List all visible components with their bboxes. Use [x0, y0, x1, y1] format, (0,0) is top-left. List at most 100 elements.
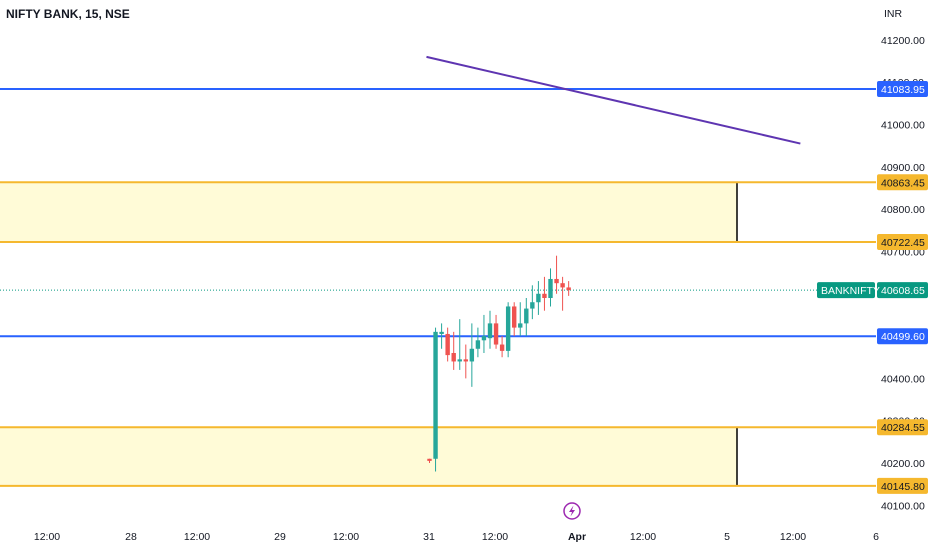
price-label-bg	[877, 233, 928, 250]
time-tick-label: 5	[724, 531, 730, 543]
price-label: 40499.60	[877, 328, 928, 345]
candle	[530, 285, 535, 320]
price-label-bg	[877, 282, 928, 299]
price-label-bg	[877, 81, 928, 98]
candle-body	[487, 323, 493, 339]
candle-body	[499, 344, 505, 351]
candle-body	[433, 331, 438, 459]
zone-rect	[0, 427, 737, 486]
chart-title: NIFTY BANK, 15, NSE	[6, 7, 130, 21]
lightning-icon[interactable]	[563, 502, 581, 520]
candle	[481, 314, 487, 353]
price-label-text: 40145.80	[881, 481, 925, 493]
candle-body	[427, 458, 432, 461]
price-tick-label: 40800.00	[881, 204, 925, 216]
candle-body	[457, 359, 462, 362]
price-tick-label: 41000.00	[881, 120, 925, 132]
time-tick-label: 12:00	[630, 531, 656, 543]
price-label-text: 40863.45	[881, 177, 925, 189]
candle	[445, 327, 450, 362]
candle-body	[560, 283, 565, 288]
price-label-bg	[877, 174, 928, 191]
time-tick-label: 31	[423, 531, 435, 543]
price-tick-label: 40200.00	[881, 458, 925, 470]
time-tick-label: 12:00	[333, 531, 359, 543]
price-label: 41083.95	[877, 81, 928, 98]
candle	[433, 327, 438, 472]
candle	[518, 302, 523, 337]
price-label-bg	[877, 477, 928, 494]
candle	[493, 314, 499, 349]
candle-body	[536, 293, 541, 303]
candle	[487, 310, 493, 349]
candle-body	[505, 306, 511, 351]
candle-body	[524, 308, 529, 324]
candle	[439, 323, 444, 349]
price-label-bg	[877, 328, 928, 345]
candle-body	[445, 333, 450, 356]
price-label-text: 40284.55	[881, 422, 925, 434]
candle	[542, 276, 547, 311]
candle	[457, 319, 462, 370]
candle	[427, 458, 432, 463]
price-label: 40863.45	[877, 174, 928, 191]
price-label-text: 40608.65	[881, 285, 925, 297]
candle-body	[548, 278, 553, 298]
symbol-badge-bg	[817, 282, 875, 299]
candle-body	[469, 348, 475, 362]
candle-body	[475, 340, 481, 349]
candle-body	[518, 323, 523, 328]
candle-body	[530, 302, 535, 309]
time-tick-label: Apr	[568, 531, 586, 543]
price-tick-label: 40100.00	[881, 500, 925, 512]
candle	[554, 255, 559, 294]
price-label-text: 41083.95	[881, 84, 925, 96]
time-tick-label: 12:00	[184, 531, 210, 543]
time-tick-label: 28	[125, 531, 137, 543]
time-tick-label: 6	[873, 531, 879, 543]
candle	[469, 323, 475, 387]
price-label-text: 40499.60	[881, 331, 925, 343]
time-tick-label: 12:00	[780, 531, 806, 543]
symbol-badge: BANKNIFTY	[817, 282, 880, 299]
candles	[427, 255, 571, 472]
candle	[566, 281, 571, 296]
candle	[505, 302, 511, 358]
symbol-badge-text: BANKNIFTY	[821, 285, 880, 297]
price-level-lines	[0, 88, 876, 487]
candle-body	[439, 331, 444, 334]
candle	[536, 281, 541, 315]
candle-body	[493, 323, 499, 345]
trendline-segment[interactable]	[426, 55, 801, 145]
candle	[451, 331, 456, 370]
time-tick-label: 29	[274, 531, 286, 543]
candle	[463, 344, 468, 379]
currency-label: INR	[884, 8, 903, 20]
candle-body	[542, 293, 547, 298]
price-labels: 41083.95 40863.45 40722.45 40608.65BANKNIFT…	[817, 81, 928, 494]
price-tick-label: 41200.00	[881, 35, 925, 47]
time-tick-label: 12:00	[34, 531, 60, 543]
time-tick-label: 12:00	[482, 531, 508, 543]
candle	[524, 298, 529, 337]
candle-body	[512, 306, 517, 328]
candle-body	[463, 359, 468, 362]
price-zones	[0, 182, 738, 486]
candle-body	[451, 353, 456, 362]
candle-body	[554, 278, 559, 284]
candle	[548, 268, 553, 307]
time-axis[interactable]: 12:00 28 12:00 29 12:00 31 12:00 Apr 12:00 5 12:00…	[34, 531, 879, 543]
price-label: 40284.55	[877, 419, 928, 436]
candle	[512, 302, 517, 337]
candle-body	[566, 287, 571, 291]
price-label-bg	[877, 419, 928, 436]
price-label: 40722.45	[877, 233, 928, 250]
candle	[475, 327, 481, 358]
candle	[560, 276, 565, 311]
zone-rect	[0, 182, 737, 242]
price-label: 40608.65	[877, 282, 928, 299]
trendline[interactable]	[426, 55, 801, 145]
price-label-text: 40722.45	[881, 237, 925, 249]
candle	[499, 336, 505, 358]
